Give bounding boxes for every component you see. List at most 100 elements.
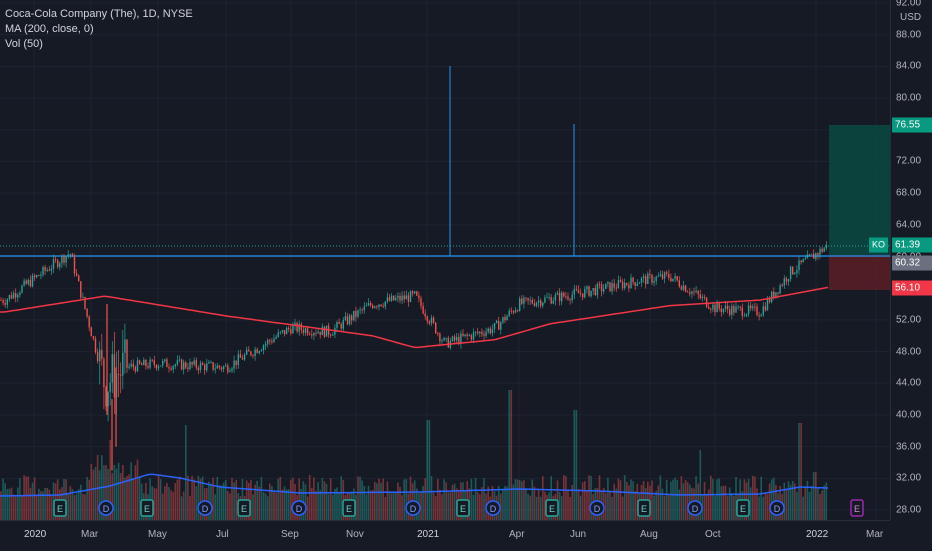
earnings-marker[interactable]: E <box>850 499 864 517</box>
candle-body <box>208 362 210 364</box>
long-position-stop-zone[interactable] <box>829 255 890 290</box>
candle-body <box>489 328 491 334</box>
candle-body <box>107 391 109 407</box>
candle-body <box>193 360 195 365</box>
dividend-marker[interactable]: D <box>197 500 213 516</box>
dividend-marker[interactable]: D <box>769 500 785 516</box>
volume-bar <box>250 479 252 520</box>
price-tick-label: 36.00 <box>896 441 922 453</box>
candle-body <box>166 359 168 368</box>
volume-bar <box>88 479 90 520</box>
candle-body <box>235 360 237 365</box>
volume-bar <box>182 491 185 520</box>
candle-body <box>695 290 697 293</box>
candle-body <box>514 310 517 313</box>
candle-body <box>0 300 2 301</box>
volume-bar <box>703 481 706 520</box>
dividend-marker[interactable]: D <box>291 500 307 516</box>
volume-bar <box>336 487 338 520</box>
dividend-marker[interactable]: D <box>98 500 114 516</box>
candle-body <box>678 280 680 287</box>
long-position-target-zone[interactable] <box>829 125 890 255</box>
candle-body <box>747 305 750 314</box>
candle-body <box>239 354 242 358</box>
candle-body <box>472 332 475 340</box>
volume-bar <box>2 478 4 520</box>
candle-body <box>741 307 743 316</box>
candlesticks <box>0 241 827 471</box>
volume-bar <box>122 465 124 520</box>
volume-bar <box>680 476 683 520</box>
candle-body <box>21 285 23 293</box>
earnings-marker[interactable]: E <box>140 499 154 517</box>
earnings-marker[interactable]: E <box>736 499 750 517</box>
ma-indicator-label[interactable]: MA (200, close, 0) <box>5 23 94 35</box>
candle-body <box>445 337 447 339</box>
volume-bar <box>474 477 477 520</box>
volume-bar <box>607 477 609 520</box>
candle-body <box>640 278 643 283</box>
candle-body <box>435 322 437 334</box>
dividend-marker[interactable]: D <box>687 500 703 516</box>
dividend-marker[interactable]: D <box>589 500 605 516</box>
volume-bar <box>220 485 223 520</box>
volume-bar <box>80 484 82 520</box>
volume-bar <box>264 493 267 520</box>
candle-body <box>569 299 571 301</box>
time-tick-label: Jun <box>570 529 587 540</box>
candle-body <box>397 295 399 299</box>
volume-bar <box>218 484 221 520</box>
candle-body <box>594 288 596 296</box>
earnings-marker[interactable]: E <box>637 499 651 517</box>
candle-body <box>285 327 288 335</box>
candle-body <box>59 263 61 267</box>
candle-body <box>447 337 449 348</box>
chart-pane[interactable]: E D E D E D E D E D E D E D E D E Coca-Cola Company (The… <box>0 0 890 520</box>
earnings-marker[interactable]: E <box>456 499 470 517</box>
earnings-marker[interactable]: E <box>237 499 251 517</box>
volume-bar <box>281 489 284 520</box>
candle-body <box>359 309 361 311</box>
dividend-marker[interactable]: D <box>485 500 501 516</box>
candle-body <box>63 255 65 263</box>
volume-bar <box>401 495 403 520</box>
candle-body <box>493 323 496 329</box>
volume-bar <box>71 489 74 520</box>
candle-body <box>533 303 536 306</box>
candle-body <box>684 285 687 292</box>
time-scale[interactable]: 2020 Mar May Jul Sep Nov 2021 Apr Jun Aug Oct 2022 M… <box>0 520 890 551</box>
candle-body <box>12 293 15 299</box>
candle-body <box>565 296 567 298</box>
candle-body <box>317 331 319 334</box>
candle-body <box>821 248 823 252</box>
candle-body <box>348 315 351 324</box>
volume-bar <box>821 490 823 520</box>
volume-ma-line <box>0 473 829 497</box>
volume-bar <box>21 495 23 520</box>
candle-body <box>374 306 376 308</box>
dividend-marker[interactable]: D <box>405 500 421 516</box>
volume-bar <box>483 478 485 520</box>
volume-bar <box>369 490 372 520</box>
volume-bar <box>382 478 384 520</box>
candle-body <box>474 331 477 333</box>
candle-body <box>36 275 38 278</box>
earnings-marker[interactable]: E <box>545 499 559 517</box>
volume-indicator-label[interactable]: Vol (50) <box>5 38 43 50</box>
price-scale[interactable] <box>890 0 932 520</box>
candle-body <box>628 284 630 289</box>
earnings-marker[interactable]: E <box>53 499 67 517</box>
candle-body <box>290 329 292 334</box>
candle-body <box>502 317 504 323</box>
candle-body <box>491 328 494 334</box>
symbol-title[interactable]: Coca-Cola Company (The), 1D, NYSE <box>5 8 193 20</box>
volume-bar <box>168 487 170 520</box>
volume-bar <box>762 496 765 520</box>
volume-bar <box>109 440 111 520</box>
candle-body <box>92 336 95 339</box>
volume-bar <box>82 493 84 520</box>
candle-body <box>17 295 19 298</box>
earnings-marker[interactable]: E <box>342 499 356 517</box>
